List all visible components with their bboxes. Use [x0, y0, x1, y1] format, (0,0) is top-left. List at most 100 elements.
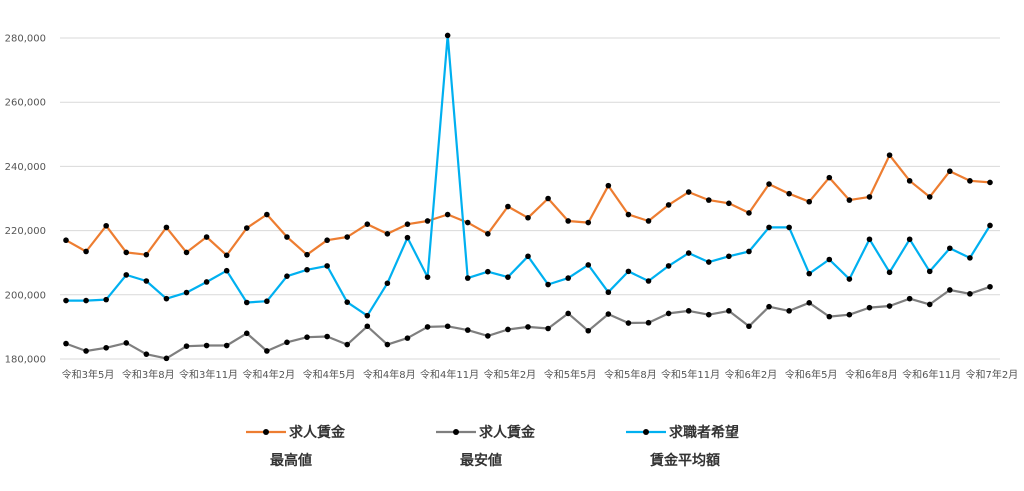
legend-swatch-marker-1 — [453, 429, 459, 435]
data-point-1 — [203, 342, 210, 349]
x-tick-label: 令和4年2月 — [242, 368, 295, 381]
data-point-1 — [926, 301, 933, 308]
x-tick-label: 令和7年2月 — [966, 368, 1019, 381]
data-point-1 — [264, 348, 270, 354]
data-point-1 — [806, 300, 813, 306]
data-point-1 — [947, 287, 953, 293]
data-point-2 — [726, 253, 732, 260]
data-point-2 — [243, 299, 250, 306]
data-point-0 — [525, 214, 531, 221]
data-point-2 — [63, 297, 69, 304]
data-point-0 — [485, 231, 491, 237]
data-point-0 — [886, 152, 893, 158]
data-point-1 — [685, 308, 692, 314]
data-point-1 — [665, 310, 672, 317]
data-point-2 — [746, 248, 752, 255]
data-point-1 — [324, 333, 330, 340]
data-point-2 — [806, 270, 813, 277]
data-point-0 — [967, 178, 973, 184]
data-point-0 — [545, 195, 551, 202]
legend-swatch-marker-0 — [263, 429, 269, 435]
data-point-2 — [183, 289, 190, 296]
data-point-1 — [625, 320, 632, 326]
data-point-2 — [685, 250, 692, 256]
data-point-1 — [967, 291, 973, 297]
data-point-0 — [705, 197, 712, 203]
data-point-0 — [464, 219, 471, 226]
data-point-0 — [223, 252, 230, 259]
data-point-2 — [485, 268, 491, 275]
data-point-2 — [203, 279, 210, 285]
data-point-0 — [344, 234, 351, 240]
data-point-0 — [264, 211, 270, 218]
series-line-1 — [65, 285, 991, 360]
legend-label-2: 求職者希望 — [669, 424, 739, 441]
data-point-0 — [243, 225, 250, 231]
data-point-1 — [404, 335, 411, 341]
data-point-2 — [625, 268, 632, 275]
x-tick-label: 令和6年5月 — [785, 368, 838, 381]
data-point-0 — [123, 249, 130, 256]
data-point-0 — [63, 237, 69, 244]
data-point-0 — [83, 248, 89, 255]
data-point-2 — [384, 280, 391, 287]
x-tick-label: 令和5年8月 — [604, 368, 657, 381]
data-point-2 — [163, 295, 170, 302]
x-tick-label: 令和5年5月 — [544, 368, 597, 381]
data-point-2 — [967, 255, 973, 261]
data-point-2 — [364, 312, 371, 319]
y-tick-label: 180,000 — [5, 355, 46, 366]
data-point-2 — [324, 263, 330, 269]
data-point-1 — [866, 304, 873, 311]
data-point-2 — [766, 224, 772, 231]
data-point-1 — [505, 326, 511, 333]
data-point-0 — [565, 218, 571, 224]
data-point-2 — [705, 259, 712, 265]
x-tick-label: 令和4年5月 — [303, 368, 356, 381]
data-point-1 — [304, 334, 310, 340]
data-point-2 — [264, 298, 270, 305]
data-point-0 — [726, 200, 732, 207]
data-point-0 — [846, 197, 853, 203]
data-point-1 — [384, 341, 391, 348]
x-tick-label: 令和6年8月 — [845, 368, 898, 381]
data-point-0 — [826, 174, 833, 181]
data-point-2 — [123, 272, 130, 278]
data-point-2 — [404, 234, 411, 241]
data-point-1 — [83, 348, 89, 354]
data-point-0 — [284, 234, 290, 240]
data-point-1 — [786, 308, 792, 314]
data-point-0 — [947, 168, 953, 175]
data-point-0 — [645, 218, 652, 224]
data-point-0 — [806, 198, 813, 205]
data-point-2 — [826, 256, 833, 263]
data-point-1 — [63, 340, 69, 347]
data-point-1 — [726, 308, 732, 314]
data-point-1 — [565, 310, 571, 317]
data-point-1 — [284, 339, 290, 346]
data-point-2 — [947, 245, 953, 252]
data-point-1 — [143, 351, 150, 357]
data-point-0 — [605, 182, 612, 189]
data-point-1 — [103, 344, 109, 351]
x-tick-label: 令和3年8月 — [122, 368, 175, 381]
data-point-1 — [123, 340, 130, 346]
data-point-1 — [364, 323, 371, 330]
data-point-1 — [585, 327, 592, 334]
data-point-0 — [424, 218, 431, 224]
data-point-0 — [906, 178, 913, 184]
data-point-1 — [886, 303, 893, 309]
data-point-1 — [545, 325, 551, 332]
legend-label-0: 求人賃金 — [289, 424, 346, 441]
legend-sublabel-1: 最安値 — [460, 452, 502, 469]
data-point-2 — [83, 297, 89, 304]
data-point-0 — [665, 202, 672, 208]
data-point-1 — [645, 319, 652, 326]
data-point-0 — [364, 221, 371, 227]
data-point-2 — [906, 236, 913, 243]
data-point-0 — [444, 211, 451, 218]
legend-sublabel-2: 賃金平均額 — [649, 452, 720, 469]
x-tick-label: 令和5年11月 — [661, 368, 720, 381]
data-point-2 — [886, 269, 893, 276]
data-point-0 — [926, 194, 933, 200]
